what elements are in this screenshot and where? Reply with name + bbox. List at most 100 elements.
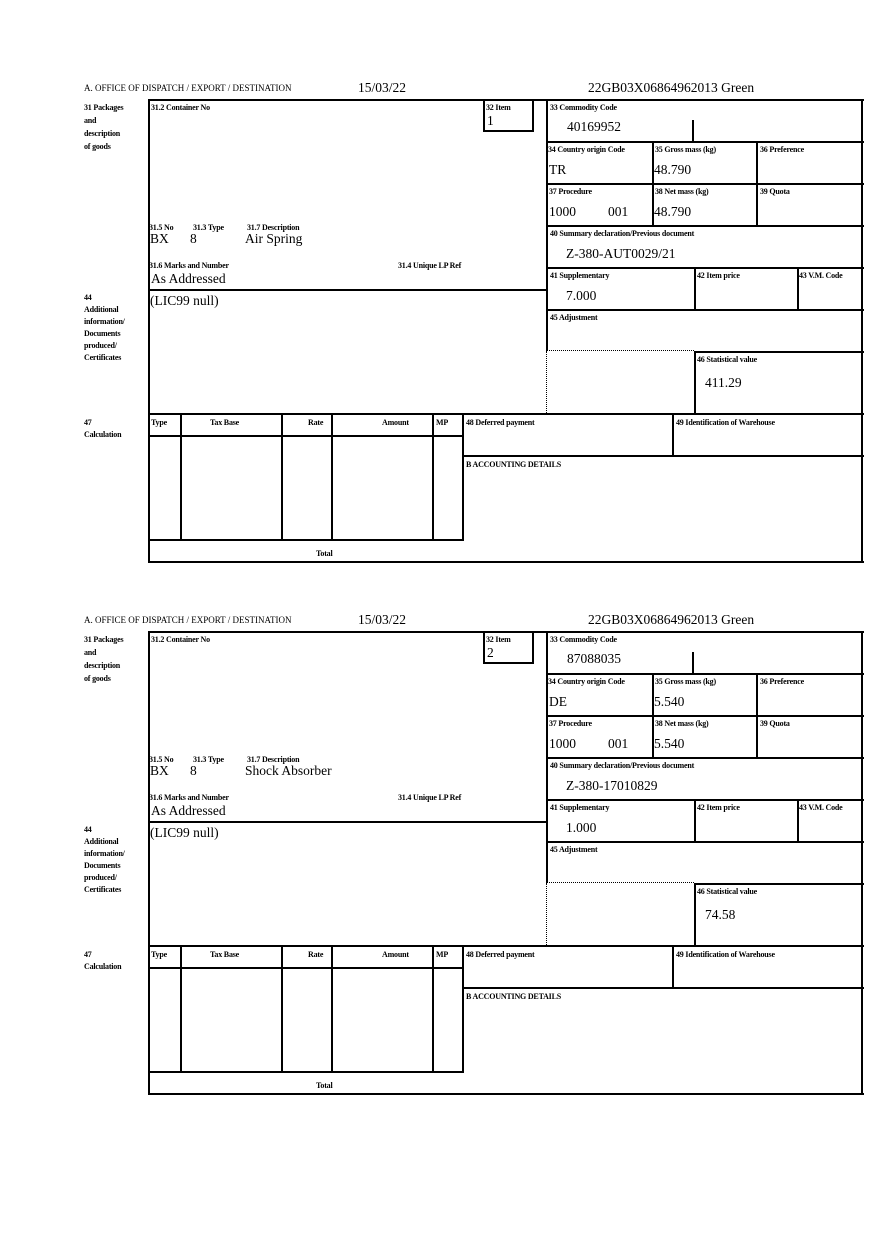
divider bbox=[148, 1071, 464, 1073]
accounting-details-label: B ACCOUNTING DETAILS bbox=[466, 460, 561, 469]
divider bbox=[331, 413, 333, 540]
supplementary-label: 41 Supplementary bbox=[550, 803, 610, 812]
divider bbox=[546, 267, 864, 269]
package-type-value: 8 bbox=[190, 763, 197, 778]
divider bbox=[694, 351, 864, 353]
summary-declaration-label: 40 Summary declaration/Previous document bbox=[550, 229, 695, 238]
calc-column-header: Amount bbox=[382, 950, 409, 959]
divider bbox=[331, 945, 333, 1072]
divider bbox=[694, 883, 864, 885]
additional-info-label: 44 bbox=[84, 293, 92, 302]
calc-column-header: Amount bbox=[382, 418, 409, 427]
deferred-payment-label: 48 Deferred payment bbox=[466, 950, 535, 959]
divider bbox=[546, 715, 864, 717]
divider bbox=[672, 413, 674, 455]
divider bbox=[672, 945, 674, 987]
declaration-date: 15/03/22 bbox=[358, 612, 407, 627]
dotted-divider bbox=[546, 883, 547, 945]
divider bbox=[483, 130, 534, 132]
goods-item-block: A. OFFICE OF DISPATCH / EXPORT / DESTINA… bbox=[0, 0, 882, 563]
package-type-value: 8 bbox=[190, 231, 197, 246]
divider bbox=[180, 945, 182, 1072]
preference-label: 36 Preference bbox=[760, 145, 804, 154]
previous-document-value: Z-380-17010829 bbox=[566, 778, 658, 793]
packages-label: description bbox=[84, 129, 121, 138]
dotted-divider bbox=[546, 351, 547, 413]
additional-info-label: 44 bbox=[84, 825, 92, 834]
divider bbox=[148, 435, 464, 437]
net-mass-value: 5.540 bbox=[654, 736, 685, 751]
container-no-label: 31.2 Container No bbox=[151, 635, 210, 644]
divider bbox=[180, 413, 182, 540]
divider bbox=[861, 631, 863, 1094]
divider bbox=[532, 99, 534, 131]
declaration-reference: 22GB03X06864962013 Green bbox=[588, 612, 755, 627]
divider bbox=[483, 99, 485, 131]
divider bbox=[797, 799, 799, 841]
calc-column-header: Tax Base bbox=[210, 950, 240, 959]
total-label: Total bbox=[316, 1081, 333, 1090]
quota-label: 39 Quota bbox=[760, 187, 790, 196]
additional-info-label: information/ bbox=[84, 849, 125, 858]
marks-value: As Addressed bbox=[151, 803, 226, 818]
country-origin-label: 34 Country origin Code bbox=[548, 145, 625, 154]
divider bbox=[462, 945, 464, 1072]
marks-value: As Addressed bbox=[151, 271, 226, 286]
procedure-code: 1000 bbox=[549, 736, 576, 751]
summary-declaration-label: 40 Summary declaration/Previous document bbox=[550, 761, 695, 770]
additional-procedure-code: 001 bbox=[608, 204, 629, 219]
divider bbox=[861, 99, 863, 562]
gross-mass-value: 48.790 bbox=[654, 162, 692, 177]
packages-label: description bbox=[84, 661, 121, 670]
divider bbox=[148, 413, 864, 415]
packages-label: 31 Packages bbox=[84, 103, 124, 112]
commodity-code-label: 33 Commodity Code bbox=[550, 103, 617, 112]
statistical-value-label: 46 Statistical value bbox=[697, 887, 757, 896]
additional-info-label: information/ bbox=[84, 317, 125, 326]
previous-document-value: Z-380-AUT0029/21 bbox=[566, 246, 676, 261]
packages-label: and bbox=[84, 648, 97, 657]
package-no-value: BX bbox=[150, 231, 169, 246]
divider bbox=[483, 662, 534, 664]
net-mass-value: 48.790 bbox=[654, 204, 692, 219]
statistical-value-label: 46 Statistical value bbox=[697, 355, 757, 364]
description-value: Air Spring bbox=[245, 231, 303, 246]
item-number: 1 bbox=[487, 113, 494, 128]
divider bbox=[652, 673, 654, 757]
container-no-label: 31.2 Container No bbox=[151, 103, 210, 112]
divider bbox=[797, 267, 799, 309]
declaration-date: 15/03/22 bbox=[358, 80, 407, 95]
divider bbox=[148, 99, 150, 562]
supplementary-label: 41 Supplementary bbox=[550, 271, 610, 280]
statistical-value-value: 411.29 bbox=[705, 375, 742, 390]
divider bbox=[148, 539, 464, 541]
additional-info-value: (LIC99 null) bbox=[150, 825, 219, 840]
divider bbox=[546, 225, 864, 227]
additional-info-label: Certificates bbox=[84, 885, 122, 894]
divider bbox=[281, 413, 283, 540]
packages-label: of goods bbox=[84, 674, 111, 683]
divider bbox=[692, 120, 694, 141]
dotted-divider bbox=[546, 350, 694, 351]
calc-column-header: Rate bbox=[308, 418, 324, 427]
divider bbox=[148, 821, 548, 823]
divider bbox=[432, 413, 434, 540]
additional-info-label: Certificates bbox=[84, 353, 122, 362]
calc-column-header: MP bbox=[436, 418, 449, 427]
commodity-code-label: 33 Commodity Code bbox=[550, 635, 617, 644]
additional-info-label: Documents bbox=[84, 861, 121, 870]
additional-info-value: (LIC99 null) bbox=[150, 293, 219, 308]
gross-mass-label: 35 Gross mass (kg) bbox=[655, 145, 716, 154]
additional-info-label: Documents bbox=[84, 329, 121, 338]
divider bbox=[432, 945, 434, 1072]
calc-column-header: MP bbox=[436, 950, 449, 959]
description-label: 31.7 Description bbox=[247, 755, 300, 764]
divider bbox=[692, 652, 694, 673]
packages-label: 31 Packages bbox=[84, 635, 124, 644]
divider bbox=[546, 309, 864, 311]
calc-column-header: Tax Base bbox=[210, 418, 240, 427]
procedure-label: 37 Procedure bbox=[549, 719, 592, 728]
calc-column-header: Type bbox=[151, 950, 167, 959]
commodity-code-value: 87088035 bbox=[567, 651, 621, 666]
additional-info-label: produced/ bbox=[84, 873, 117, 882]
